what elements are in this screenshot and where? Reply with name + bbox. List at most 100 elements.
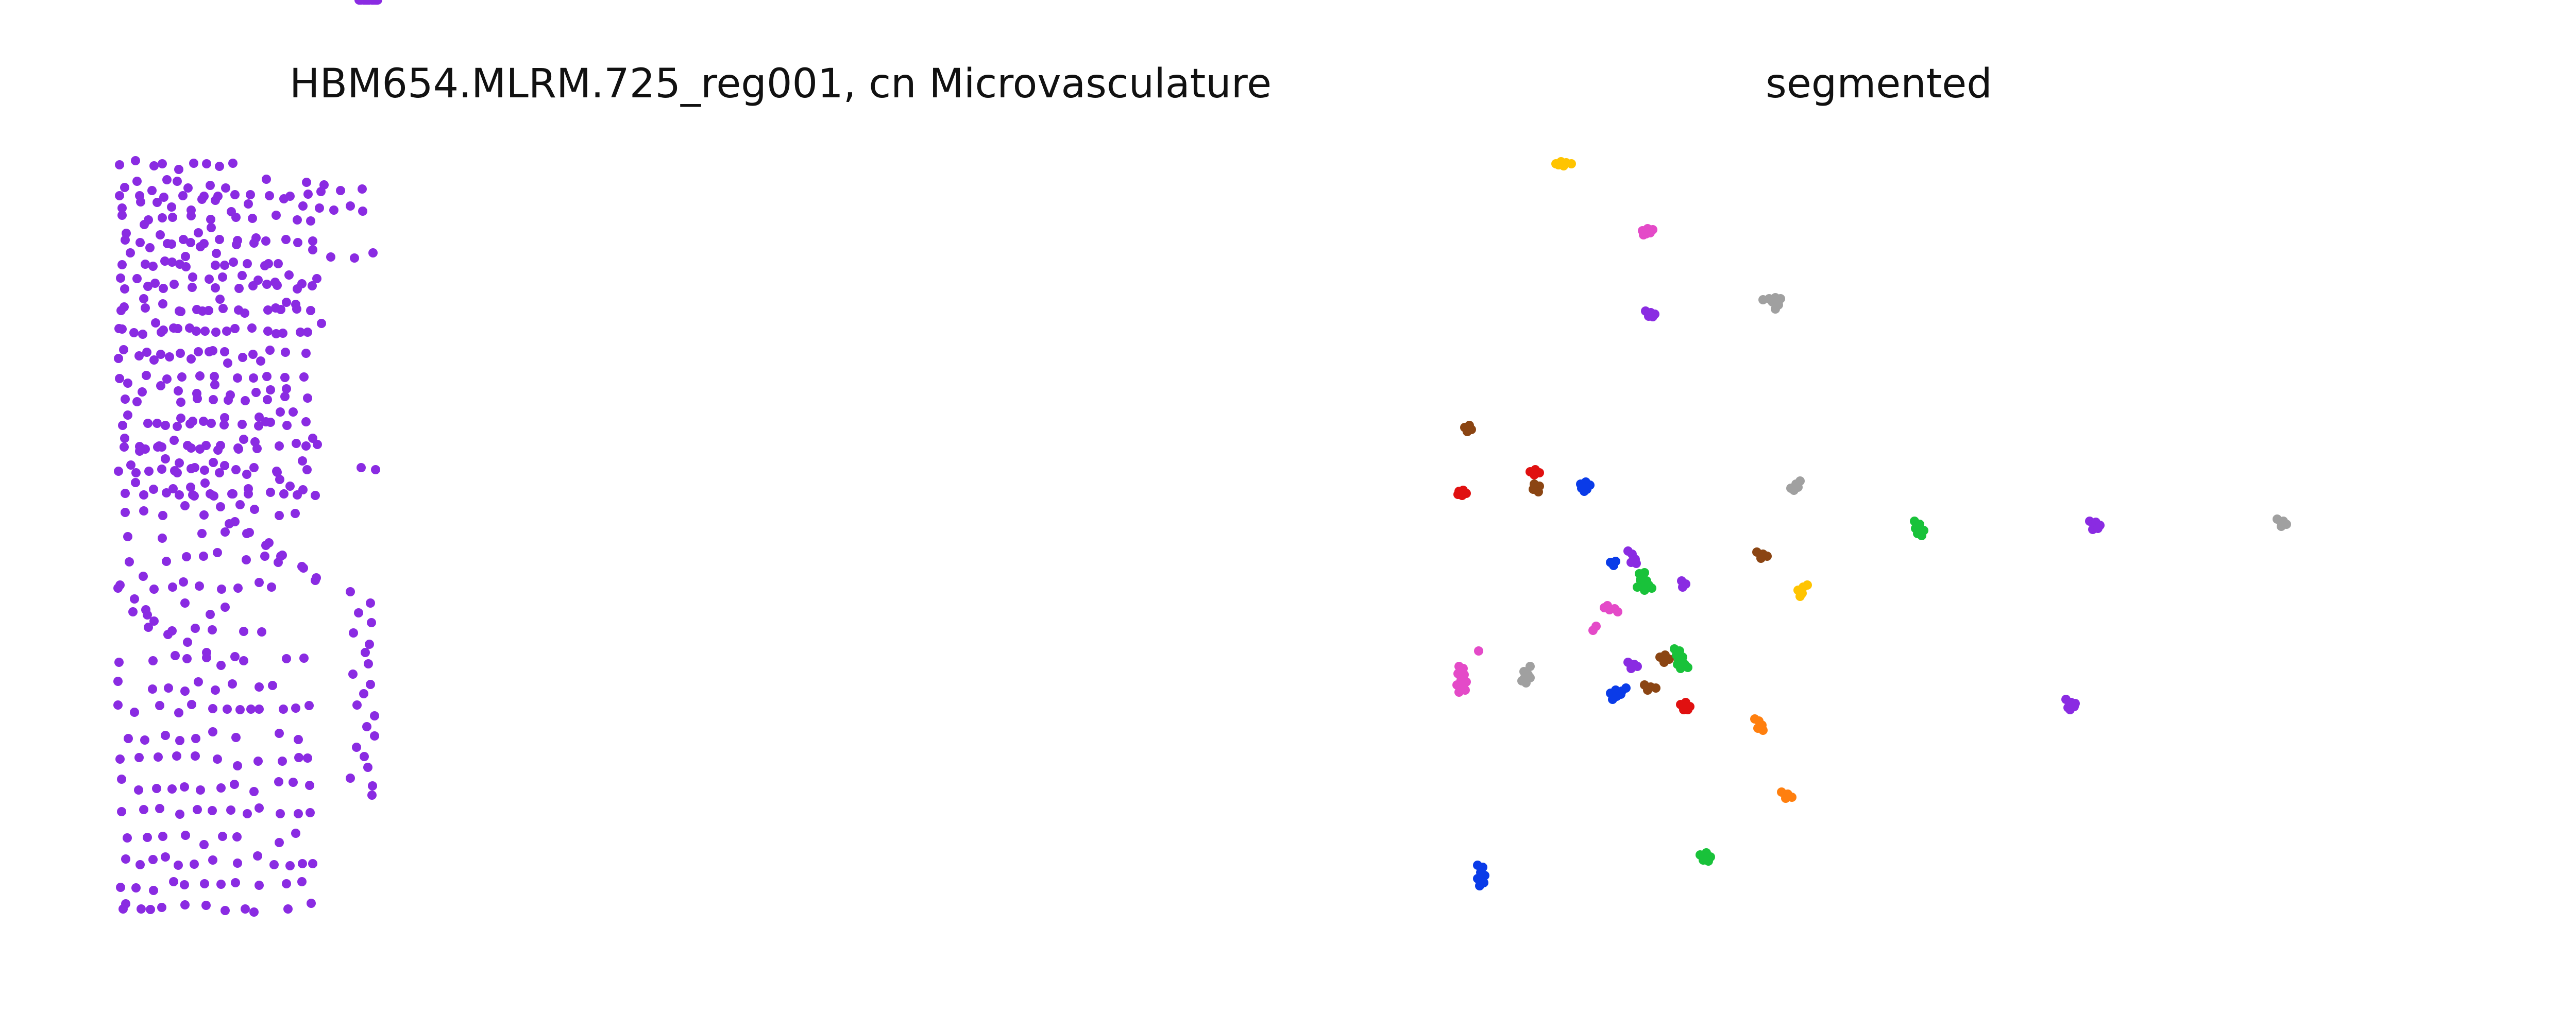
scatter-point xyxy=(199,192,209,201)
scatter-point xyxy=(249,787,259,796)
scatter-point xyxy=(213,192,223,201)
scatter-point xyxy=(120,442,129,452)
scatter-point xyxy=(195,371,205,381)
scatter-point xyxy=(363,763,372,772)
segmented-point xyxy=(1616,690,1625,699)
scatter-point xyxy=(243,259,252,268)
scatter-point xyxy=(205,274,214,284)
scatter-point xyxy=(262,280,272,289)
scatter-point xyxy=(145,243,155,252)
scatter-point xyxy=(248,214,257,223)
scatter-point xyxy=(117,775,126,784)
scatter-point xyxy=(123,532,132,541)
scatter-point xyxy=(151,318,160,328)
scatter-point xyxy=(121,899,130,908)
scatter-point xyxy=(185,419,195,428)
scatter-point xyxy=(121,394,130,404)
scatter-point xyxy=(242,529,251,538)
segmented-point xyxy=(1756,554,1766,563)
scatter-point xyxy=(194,677,203,686)
scatter-point xyxy=(168,213,177,222)
scatter-point xyxy=(181,831,190,840)
scatter-point xyxy=(371,465,380,474)
scatter-point xyxy=(252,444,262,453)
segmented-point xyxy=(2282,520,2291,529)
scatter-point xyxy=(279,705,288,714)
scatter-point xyxy=(159,193,168,202)
scatter-point xyxy=(297,877,307,886)
scatter-point xyxy=(180,900,190,909)
scatter-point xyxy=(188,272,197,282)
scatter-point xyxy=(196,785,205,795)
scatter-point xyxy=(284,270,294,280)
scatter-point xyxy=(233,443,243,453)
scatter-point xyxy=(191,734,200,743)
scatter-point xyxy=(171,651,180,660)
scatter-point xyxy=(221,603,230,612)
scatter-point xyxy=(177,372,187,382)
scatter-point xyxy=(302,178,311,187)
segmented-point xyxy=(1554,160,1563,169)
scatter-point xyxy=(358,184,367,194)
scatter-point xyxy=(148,855,158,864)
scatter-point xyxy=(132,274,142,283)
segmented-point xyxy=(1781,794,1790,803)
scatter-point xyxy=(308,281,317,290)
scatter-point xyxy=(114,354,123,363)
scatter-point xyxy=(349,628,358,638)
scatter-point xyxy=(173,422,182,431)
scatter-point xyxy=(255,705,264,714)
segmented-point xyxy=(1633,582,1642,592)
scatter-point xyxy=(200,466,209,475)
scatter-point xyxy=(142,371,151,380)
scatter-point xyxy=(131,156,140,165)
segmented-point xyxy=(1643,685,1652,695)
scatter-point xyxy=(312,274,321,283)
scatter-point xyxy=(207,419,216,428)
scatter-point xyxy=(350,253,359,263)
scatter-point xyxy=(266,418,275,427)
scatter-point xyxy=(212,249,221,258)
scatter-point xyxy=(138,330,147,339)
scatter-point xyxy=(208,346,217,355)
scatter-point xyxy=(147,186,157,195)
scatter-point xyxy=(167,202,176,212)
scatter-point xyxy=(239,435,248,444)
scatter-point xyxy=(206,215,215,224)
scatter-point xyxy=(131,478,140,487)
scatter-point xyxy=(116,273,125,283)
scatter-point xyxy=(239,627,248,636)
scatter-point xyxy=(359,689,368,698)
scatter-point xyxy=(216,661,226,670)
scatter-point xyxy=(233,373,242,383)
scatter-point xyxy=(187,211,196,220)
scatter-point xyxy=(265,346,275,355)
segmented-point xyxy=(1517,676,1527,685)
segmented-point xyxy=(1609,561,1618,570)
scatter-point xyxy=(232,832,242,842)
scatter-point xyxy=(275,838,284,847)
scatter-point xyxy=(161,421,170,430)
scatter-point xyxy=(182,654,192,663)
scatter-point xyxy=(123,833,132,843)
scatter-point xyxy=(231,878,240,887)
scatter-point xyxy=(346,201,355,211)
segmented-point xyxy=(1803,580,1812,590)
scatter-point xyxy=(132,177,142,186)
scatter-point xyxy=(113,677,123,686)
segmented-point xyxy=(1613,607,1622,616)
scatter-point xyxy=(120,434,129,443)
scatter-point xyxy=(280,373,290,382)
scatter-point xyxy=(180,782,189,792)
scatter-point xyxy=(304,701,314,710)
scatter-point xyxy=(294,809,303,818)
segmented-point xyxy=(1567,159,1576,168)
scatter-point xyxy=(113,583,123,593)
scatter-point xyxy=(226,805,235,815)
scatter-point xyxy=(298,201,308,211)
scatter-point xyxy=(276,407,285,417)
segmented-point xyxy=(1758,726,1768,735)
scatter-point xyxy=(113,700,123,710)
scatter-point xyxy=(141,260,150,269)
scatter-point xyxy=(230,190,240,199)
